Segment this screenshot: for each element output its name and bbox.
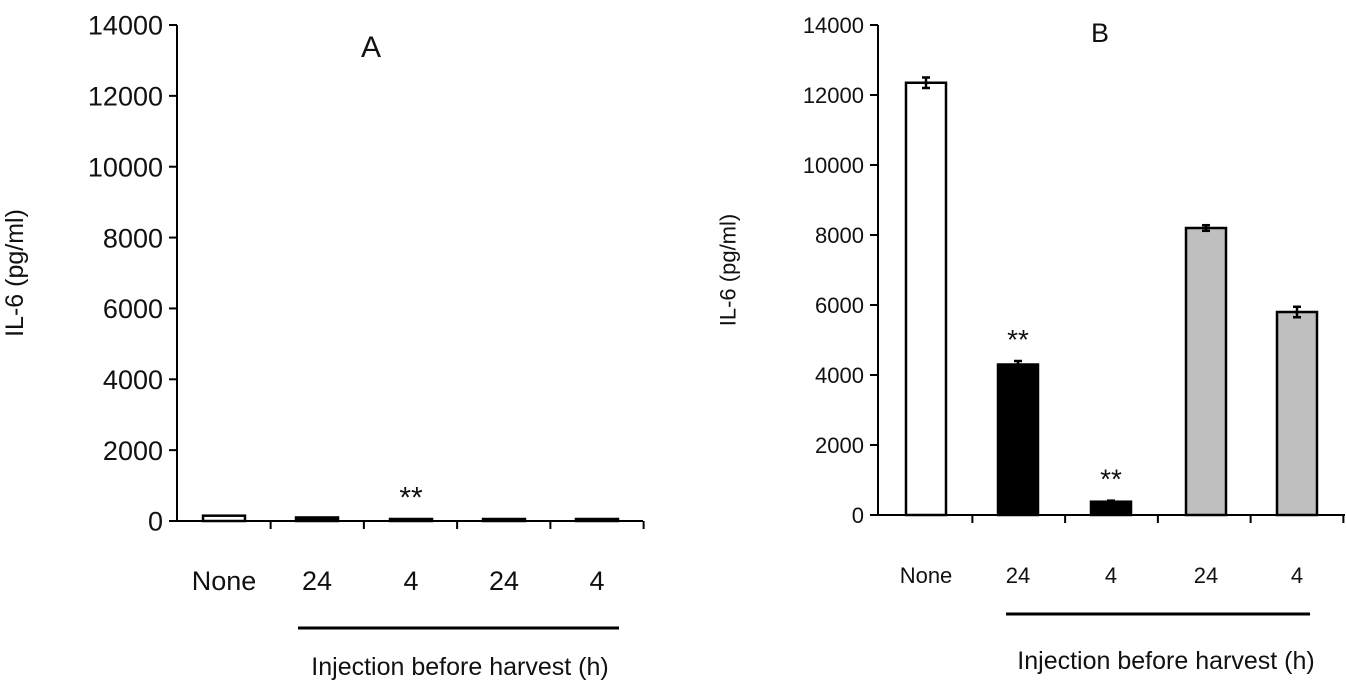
bar xyxy=(996,363,1040,517)
y-tick-label: 14000 xyxy=(88,11,163,41)
y-tick-label: 2000 xyxy=(815,433,864,458)
y-tick-label: 6000 xyxy=(815,293,864,318)
significance-label: ** xyxy=(1007,324,1029,355)
panel-b: 0 2000 4000 6000 8000 10000 12000 14000 None 24 **… xyxy=(716,13,1345,675)
x-tick-label: 4 xyxy=(589,566,604,596)
bar xyxy=(904,81,948,517)
y-tick-label: 12000 xyxy=(803,83,864,108)
bar xyxy=(1275,310,1319,517)
x-tick-label: 4 xyxy=(1105,563,1117,588)
x-tick-label: 24 xyxy=(1194,563,1218,588)
y-tick-label: 4000 xyxy=(103,365,163,395)
significance-label: ** xyxy=(399,481,423,514)
y-tick-label: 2000 xyxy=(103,436,163,466)
bar xyxy=(201,514,247,523)
y-tick-label: 10000 xyxy=(88,152,163,182)
y-tick-label: 6000 xyxy=(103,294,163,324)
bar xyxy=(481,517,527,523)
y-axis-label: IL-6 (pg/ml) xyxy=(716,214,741,326)
y-tick-label: 8000 xyxy=(103,223,163,253)
chart-title: B xyxy=(1091,18,1109,48)
x-tick-label: None xyxy=(192,566,257,596)
chart-title: A xyxy=(361,31,381,64)
y-tick-label: 10000 xyxy=(803,153,864,178)
x-tick-label: 24 xyxy=(1006,563,1030,588)
x-tick-label: None xyxy=(900,563,953,588)
bar xyxy=(574,517,620,523)
y-tick-label: 12000 xyxy=(88,82,163,112)
x-tick-label: 4 xyxy=(403,566,418,596)
bar xyxy=(388,517,434,523)
panel-a: 0 2000 4000 6000 8000 10000 12000 14000 None 24 4 *… xyxy=(1,11,645,681)
significance-label: ** xyxy=(1100,464,1122,495)
x-tick-label: 24 xyxy=(489,566,519,596)
y-tick-label: 4000 xyxy=(815,363,864,388)
bar xyxy=(1184,226,1228,517)
y-axis-label: IL-6 (pg/ml) xyxy=(1,209,29,337)
bar xyxy=(294,516,340,523)
y-tick-label: 0 xyxy=(852,503,864,528)
y-tick-label: 14000 xyxy=(803,13,864,38)
x-axis-label: Injection before harvest (h) xyxy=(311,653,608,681)
x-tick-label: 4 xyxy=(1291,563,1303,588)
y-tick-label: 0 xyxy=(148,507,163,537)
y-tick-label: 8000 xyxy=(815,223,864,248)
x-axis-label: Injection before harvest (h) xyxy=(1017,647,1314,675)
x-tick-label: 24 xyxy=(302,566,332,596)
